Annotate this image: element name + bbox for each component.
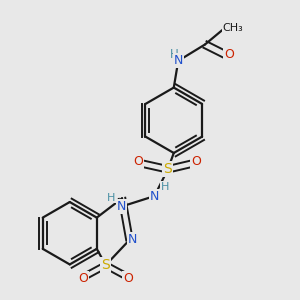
Text: H: H: [107, 193, 116, 202]
Text: O: O: [123, 272, 133, 285]
Text: S: S: [164, 162, 172, 176]
Text: N: N: [150, 190, 159, 202]
Text: O: O: [191, 155, 201, 168]
Text: N: N: [128, 233, 137, 246]
Text: S: S: [101, 258, 110, 272]
Text: N: N: [117, 200, 127, 213]
Text: H: H: [161, 182, 169, 192]
Text: CH₃: CH₃: [223, 23, 244, 33]
Text: O: O: [133, 155, 143, 168]
Text: H: H: [169, 48, 178, 62]
Text: N: N: [173, 54, 183, 67]
Text: O: O: [224, 48, 234, 62]
Text: O: O: [79, 272, 88, 285]
